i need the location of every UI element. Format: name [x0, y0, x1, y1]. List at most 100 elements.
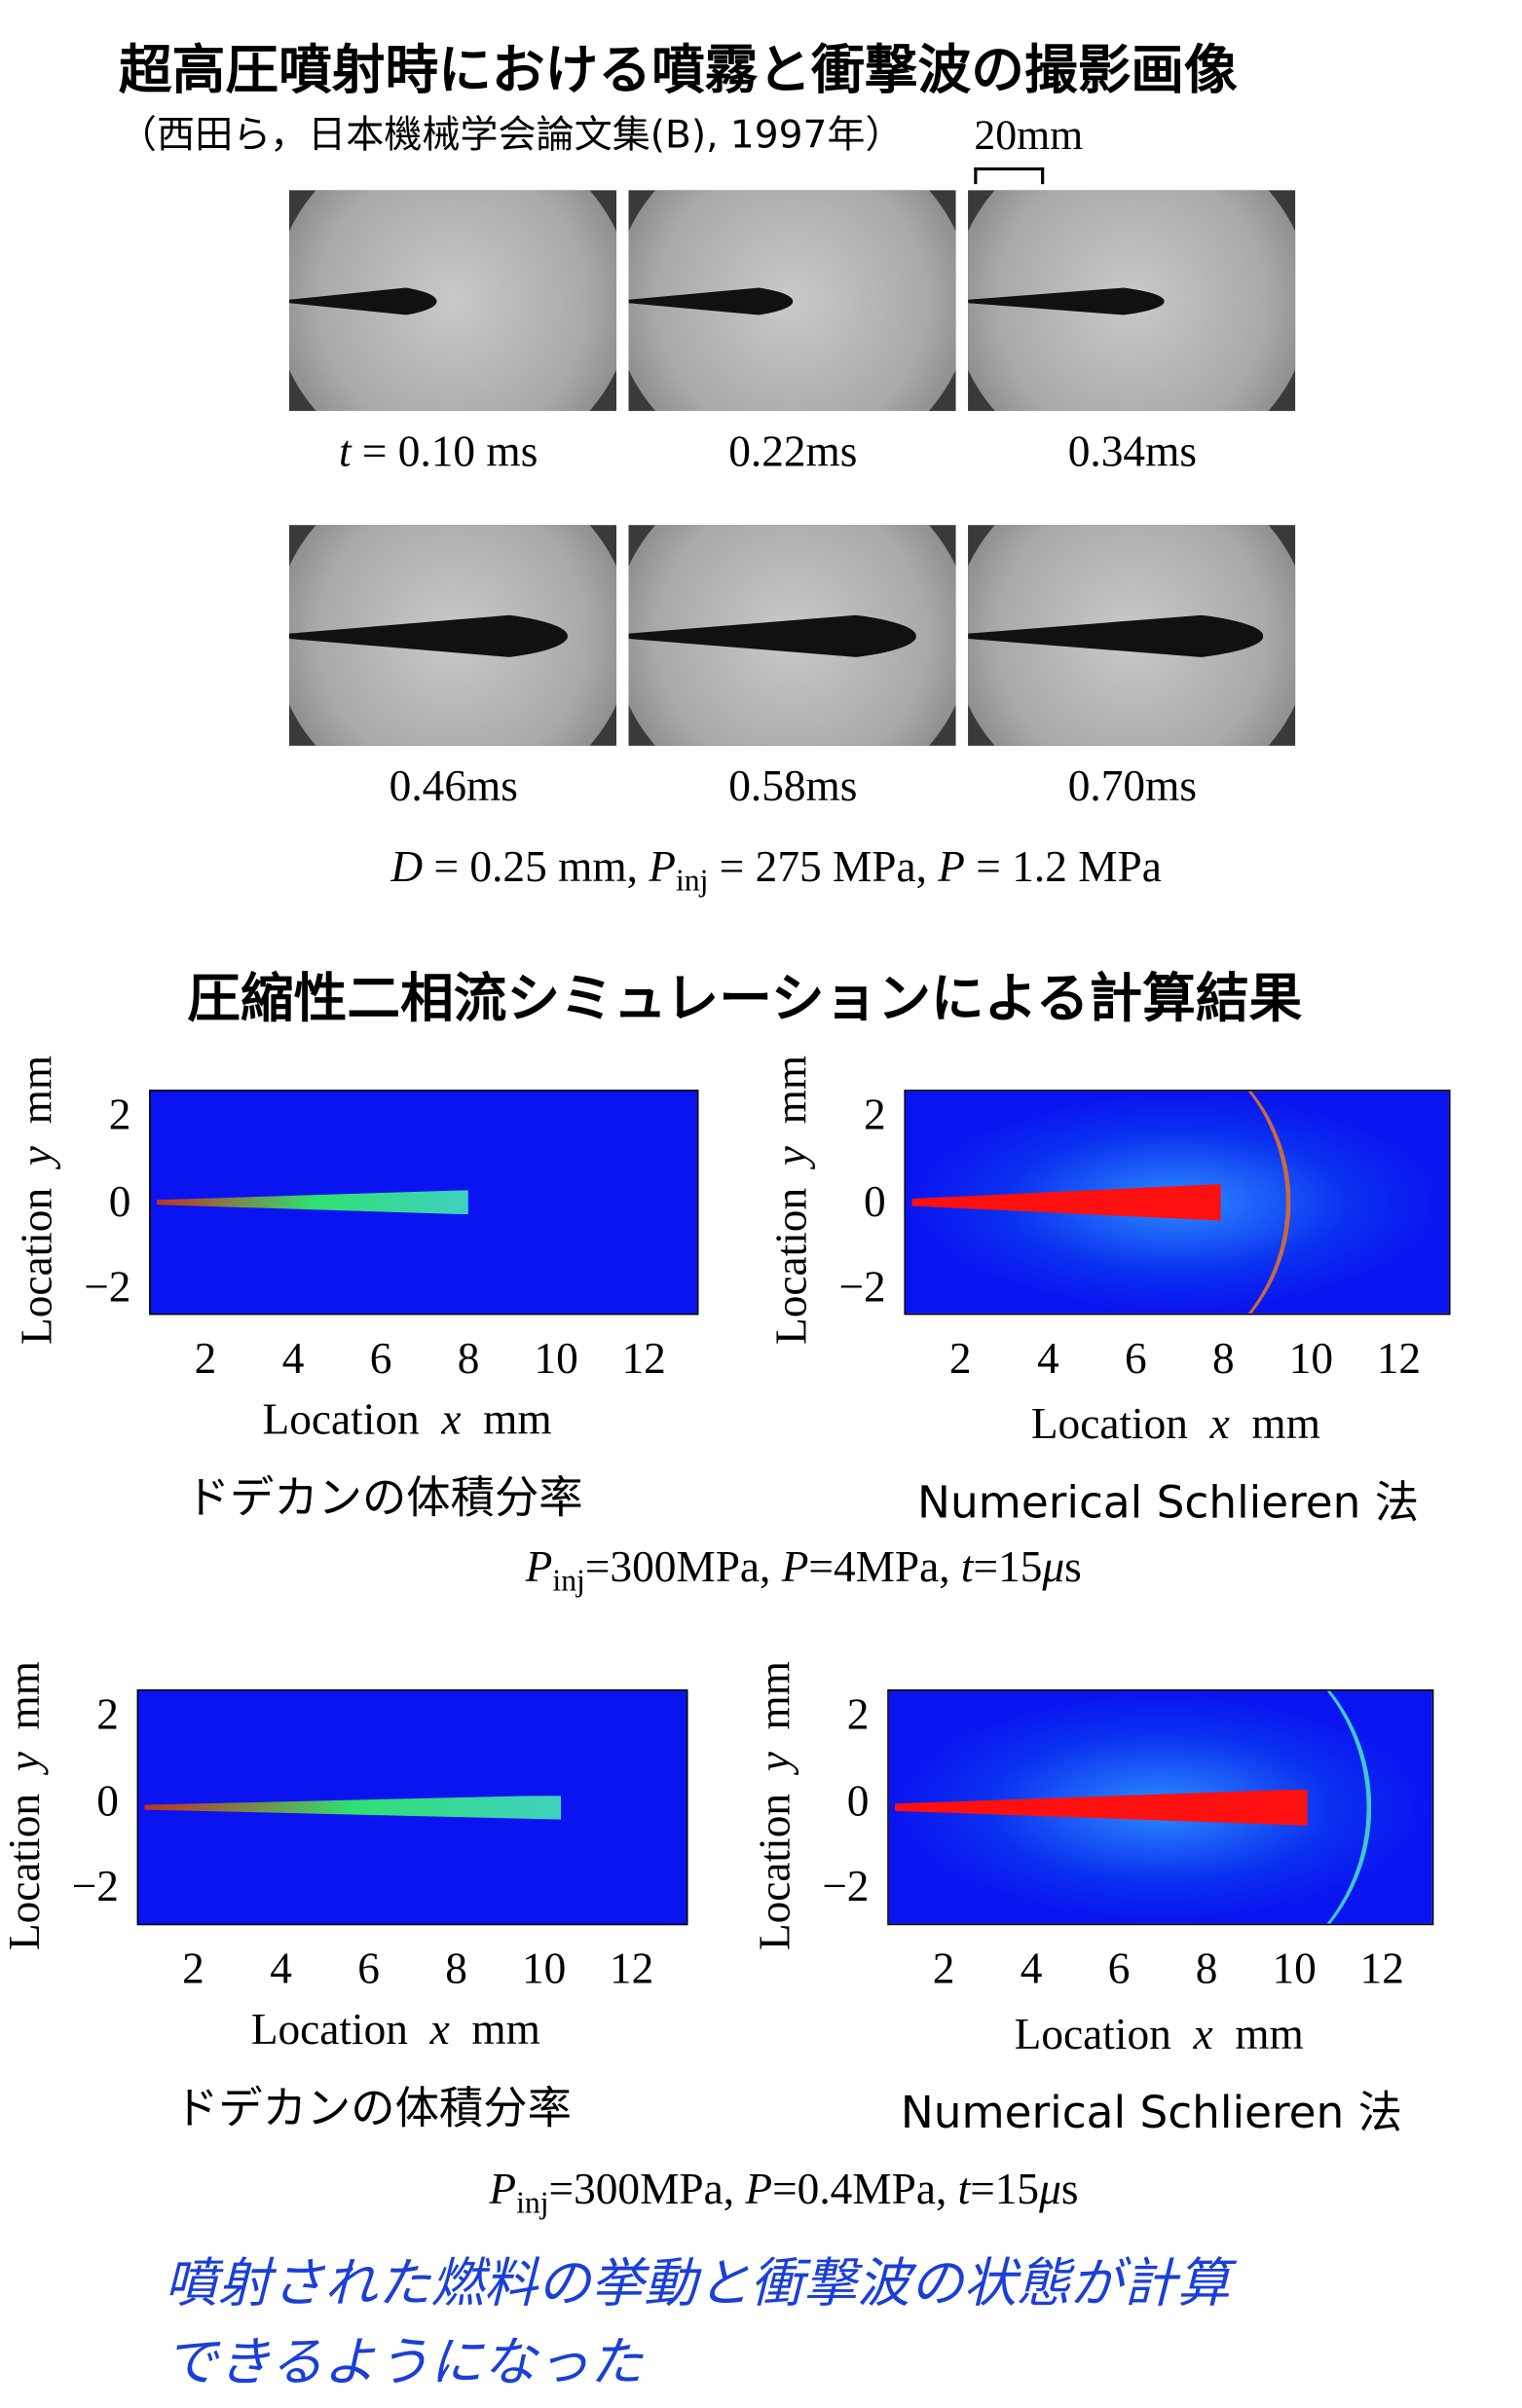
- photo-time-label: 0.46ms: [390, 765, 518, 809]
- text-part: y: [13, 1146, 61, 1166]
- text-part: = 275 MPa,: [708, 843, 938, 892]
- x-tick-label: 4: [1037, 1338, 1059, 1382]
- photo-time-label: 0.58ms: [728, 765, 857, 809]
- x-tick-label: 10: [1289, 1338, 1333, 1382]
- section-title: 圧縮性二相流シミュレーションによる計算結果: [187, 974, 1302, 1027]
- photo-conditions: D = 0.25 mm, Pinj = 275 MPa, P = 1.2 MPa: [390, 846, 1161, 897]
- scale-label: 20mm: [974, 116, 1083, 159]
- text-part: Location: [751, 1770, 799, 1949]
- text-part: y: [751, 1751, 799, 1770]
- simulation-image: [904, 1090, 1450, 1315]
- text-part: =4MPa,: [808, 1543, 961, 1592]
- text-part: t: [961, 1543, 974, 1592]
- y-tick-label: 0: [847, 1780, 870, 1824]
- x-tick-label: 10: [534, 1338, 577, 1382]
- simulation-image: [149, 1090, 698, 1315]
- x-tick-label: 10: [1272, 1948, 1316, 1992]
- y-tick-label: 2: [847, 1694, 870, 1738]
- photo: [629, 525, 956, 746]
- text-part: mm: [1230, 1400, 1320, 1449]
- text-part: P: [782, 1543, 809, 1592]
- text-part: Location: [263, 1395, 442, 1444]
- x-tick-label: 10: [522, 1948, 566, 1992]
- text-part: P: [489, 2166, 516, 2214]
- text-part: =15: [974, 1543, 1043, 1592]
- page: {"title":"超高圧噴射時における噴霧と衝撃波の撮影画像", "citat…: [0, 0, 1522, 2407]
- simulation-conditions: Pinj=300MPa, P=0.4MPa, t=15μs: [489, 2168, 1078, 2219]
- spray-jet: [157, 1190, 468, 1214]
- x-axis-label: Location x mm: [251, 2009, 540, 2053]
- text-part: P: [938, 843, 965, 892]
- text-part: mm: [1, 1660, 50, 1751]
- text-part: Location: [251, 2006, 430, 2055]
- y-tick-label: −2: [838, 1266, 885, 1310]
- text-part: inj: [552, 1565, 584, 1598]
- photo: [968, 190, 1295, 411]
- conclusion-line: 噴射された燃料の挙動と衝撃波の状態が計算: [165, 2258, 1230, 2312]
- text-part: = 0.10 ms: [352, 427, 538, 476]
- text-part: t: [339, 427, 352, 476]
- panel-caption: ドデカンの体積分率: [174, 2087, 572, 2130]
- y-tick-label: 2: [109, 1094, 131, 1138]
- simulation-conditions: Pinj=300MPa, P=4MPa, t=15μs: [526, 1546, 1082, 1597]
- text-part: P: [649, 843, 676, 892]
- slide: 超高圧噴射時における噴霧と衝撃波の撮影画像 （西田ら，日本機械学会論文集(B),…: [0, 0, 1522, 2408]
- text-part: t: [958, 2166, 971, 2214]
- text-part: y: [1, 1751, 50, 1770]
- panel-caption: Numerical Schlieren 法: [917, 1481, 1419, 1525]
- x-tick-label: 4: [270, 1948, 292, 1992]
- photo-time-label: 0.70ms: [1068, 765, 1197, 809]
- text-part: =15: [970, 2166, 1039, 2214]
- title: 超高圧噴射時における噴霧と衝撃波の撮影画像: [119, 46, 1238, 99]
- x-tick-label: 6: [1108, 1948, 1131, 1992]
- text-part: mm: [13, 1056, 61, 1146]
- x-tick-label: 6: [370, 1338, 392, 1382]
- photo: [289, 190, 616, 411]
- text-part: mm: [461, 1395, 551, 1444]
- x-axis-label: Location x mm: [1015, 2014, 1304, 2057]
- text-part: inj: [516, 2187, 548, 2220]
- y-tick-label: 0: [96, 1780, 119, 1824]
- photo-time-label: 0.22ms: [728, 430, 857, 474]
- text-part: P: [526, 1543, 553, 1592]
- text-part: mm: [768, 1056, 817, 1146]
- x-tick-label: 6: [357, 1948, 380, 1992]
- text-part: Location: [1031, 1400, 1210, 1449]
- y-axis-label: Location y mm: [16, 1056, 59, 1345]
- x-tick-label: 2: [933, 1948, 955, 1992]
- x-tick-label: 12: [621, 1338, 665, 1382]
- x-tick-label: 2: [182, 1948, 204, 1992]
- text-part: = 1.2 MPa: [965, 843, 1162, 892]
- x-tick-label: 12: [610, 1948, 653, 1992]
- x-tick-label: 2: [949, 1338, 972, 1382]
- text-part: mm: [751, 1660, 799, 1751]
- text-part: D: [390, 843, 423, 892]
- panel-caption: Numerical Schlieren 法: [901, 2092, 1402, 2135]
- text-part: x: [1210, 1400, 1230, 1449]
- text-part: 0.70ms: [1068, 762, 1197, 811]
- photo-time-label: t = 0.10 ms: [339, 430, 538, 474]
- x-tick-label: 8: [445, 1948, 467, 1992]
- text-part: s: [1064, 1543, 1082, 1592]
- text-part: Location: [1015, 2011, 1194, 2059]
- photo: [629, 190, 956, 411]
- y-tick-label: 2: [864, 1094, 886, 1138]
- text-part: Location: [768, 1166, 817, 1345]
- text-part: mm: [450, 2006, 540, 2055]
- y-tick-label: 2: [96, 1694, 119, 1738]
- text-part: mm: [1213, 2011, 1304, 2059]
- simulation-image: [887, 1689, 1433, 1925]
- text-part: x: [441, 1395, 461, 1444]
- x-axis-label: Location x mm: [263, 1398, 552, 1442]
- y-tick-label: 0: [864, 1180, 886, 1224]
- text-part: 0.34ms: [1068, 427, 1197, 476]
- x-tick-label: 4: [282, 1338, 305, 1382]
- text-part: 0.22ms: [728, 427, 857, 476]
- text-part: 0.58ms: [728, 762, 857, 811]
- x-tick-label: 2: [195, 1338, 217, 1382]
- y-tick-label: 0: [109, 1180, 131, 1224]
- x-tick-label: 6: [1125, 1338, 1147, 1382]
- text-part: P: [745, 2166, 772, 2214]
- text-part: μ: [1042, 1543, 1064, 1592]
- x-tick-label: 12: [1360, 1948, 1404, 1992]
